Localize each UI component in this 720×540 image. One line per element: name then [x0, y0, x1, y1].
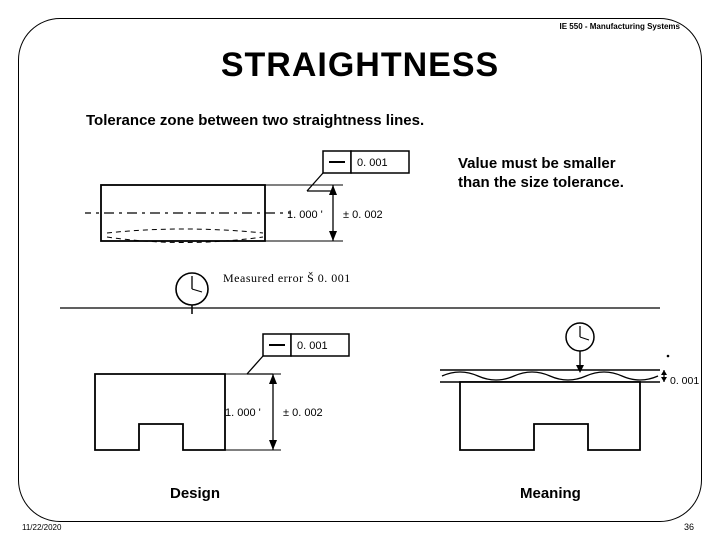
cylinder-icon: [85, 185, 291, 243]
meaning-diagram: 0. 001: [430, 320, 700, 480]
nominal-top: 1. 000 ': [287, 209, 323, 221]
date-footer: 11/22/2020: [22, 523, 61, 532]
value-note-line1: Value must be smaller: [458, 155, 616, 172]
pm-top: ± 0. 002: [343, 209, 383, 221]
pm-bottom: ± 0. 002: [283, 407, 323, 419]
feature-control-frame-bottom: 0. 001: [247, 334, 349, 374]
part-outline-meaning: [460, 382, 640, 450]
nominal-bottom: 1. 000 ': [225, 407, 261, 419]
design-diagram: 0. 001 1. 000 ' ± 0. 002: [85, 320, 385, 480]
value-note: Value must be smaller than the size tole…: [458, 155, 678, 193]
page-number: 36: [684, 522, 694, 532]
subtitle: Tolerance zone between two straightness …: [86, 112, 424, 129]
page-title: STRAIGHTNESS: [0, 46, 720, 85]
dim-arrow-bottom: 1. 000 ' ± 0. 002: [225, 374, 323, 450]
zone-value: 0. 001: [670, 375, 699, 387]
value-note-line2: than the size tolerance.: [458, 174, 624, 191]
design-heading: Design: [170, 485, 220, 502]
tol-top: 0. 001: [357, 157, 388, 169]
measured-error: Measured error Š 0. 001: [223, 271, 351, 286]
tol-bottom: 0. 001: [297, 340, 328, 352]
course-label: IE 550 - Manufacturing Systems: [560, 22, 680, 31]
separator-line: [60, 306, 660, 310]
dial-indicator-meaning-icon: [566, 323, 594, 373]
slide: IE 550 - Manufacturing Systems STRAIGHTN…: [0, 0, 720, 540]
meaning-heading: Meaning: [520, 485, 581, 502]
part-outline-design: [95, 374, 225, 450]
